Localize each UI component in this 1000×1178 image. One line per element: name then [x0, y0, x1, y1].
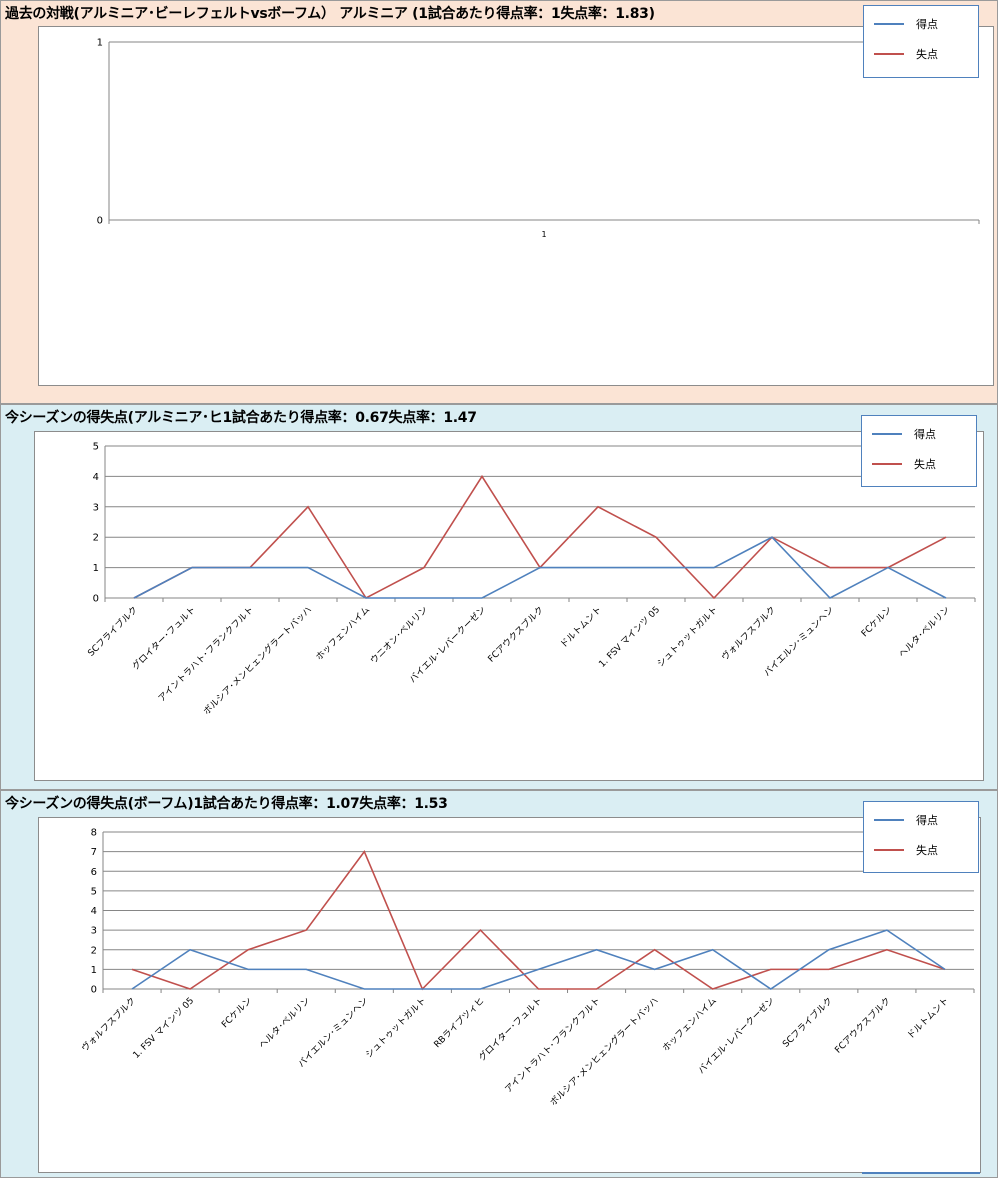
- chart-legend: 得点 失点: [863, 801, 979, 873]
- x-tick-label: グロイター･フュルト: [129, 604, 198, 673]
- y-tick-label: 2: [91, 945, 97, 956]
- y-tick-label: 3: [91, 926, 97, 937]
- legend-item-scored: 得点: [864, 810, 978, 830]
- x-tick-label: ヘルタ･ベルリン: [257, 995, 313, 1051]
- x-tick-label: FCケルン: [219, 995, 254, 1030]
- y-tick-label: 1: [93, 563, 99, 574]
- arminia-season-chart: 0 1 2 3 4 5 SCフライブルクグロイター･フュルトアイントラハト･フランクフルトボ…: [85, 442, 976, 718]
- x-tick-label: シュトゥットガルト: [655, 604, 720, 669]
- y-tick-label: 0: [91, 985, 97, 996]
- x-tick-label: シュトゥットガルト: [363, 995, 428, 1060]
- x-tick-label: SCフライブルク: [85, 604, 140, 659]
- y-tick-label: 3: [93, 502, 99, 513]
- x-tick-label: ウニオン･ベルリン: [368, 604, 430, 666]
- chart-panel-arminia: 0 1 2 3 4 5 SCフライブルク グロイター･フュルト アイントラハト･フランクフルトボ…: [34, 431, 984, 781]
- section-head-to-head: 過去の対戦(アルミニア･ビーレフェルトvsボーフム） アルミニア (1試合あたり…: [0, 0, 998, 404]
- legend-item-scored: 得点: [862, 424, 976, 444]
- y-tick-label: 4: [91, 906, 97, 917]
- x-tick-label: ヴォルフスブルク: [719, 604, 778, 663]
- x-tick-label: 1: [541, 230, 546, 239]
- section-title: 過去の対戦(アルミニア･ビーレフェルトvsボーフム） アルミニア (1試合あたり…: [5, 6, 655, 22]
- x-tick-label: アイントラハト･フランクフルト: [503, 995, 603, 1095]
- x-tick-label: ヴォルフスブルク: [79, 995, 138, 1054]
- chart-panel-bochum: 0 1 2 3 4 5 6 7 8 ヴォルフスブルク 1. FSV マインツ 05 FCケルン ヘルタ･…: [38, 817, 981, 1173]
- x-tick-label: FCケルン: [859, 604, 894, 639]
- x-tick-label: ボルシア･メンヒェングラートバッハ: [201, 604, 315, 718]
- x-tick-label: 1. FSV マインツ 05: [597, 605, 662, 670]
- y-tick-label: 5: [91, 886, 97, 897]
- legend-label-conceded: 失点: [914, 458, 936, 471]
- x-tick-label: アイントラハト･フランクフルト: [156, 604, 256, 704]
- section-arminia-season: 今シーズンの得失点(アルミニア･ヒ1試合あたり得点率：0.67失点率：1.47 …: [0, 404, 998, 790]
- section-title: 今シーズンの得失点(アルミニア･ヒ1試合あたり得点率：0.67失点率：1.47: [5, 410, 477, 426]
- x-tick-label: ドルトムント: [558, 604, 604, 650]
- legend-swatch-scored: [874, 23, 904, 25]
- y-tick-label: 8: [91, 828, 97, 839]
- legend-label-scored: 得点: [914, 428, 936, 441]
- series-line-conceded: [131, 850, 946, 991]
- x-tick-label: RBライプツィヒ: [432, 995, 487, 1050]
- legend-swatch-scored: [872, 433, 902, 435]
- x-tick-label: FCアウクスブルク: [485, 604, 546, 665]
- x-tick-label: FCアウクスブルク: [832, 995, 893, 1056]
- section-bochum-season: 今シーズンの得失点(ボーフム)1試合あたり得点率：1.07失点率：1.53 0 1…: [0, 790, 998, 1178]
- legend-swatch-conceded: [874, 849, 904, 851]
- legend-item-conceded: 失点: [864, 44, 978, 64]
- x-tick-label: ボルシア･メンヒェングラートバッハ: [547, 995, 661, 1109]
- legend-label-scored: 得点: [916, 814, 938, 827]
- chart-panel-head-to-head: 0 1 1: [38, 26, 994, 386]
- y-tick-label: 0: [97, 216, 103, 227]
- legend-item-conceded: 失点: [862, 454, 976, 474]
- y-tick-label: 4: [93, 472, 99, 483]
- legend-label-conceded: 失点: [916, 48, 938, 61]
- series-line-scored: [131, 929, 946, 990]
- x-tick-label: ドルトムント: [905, 995, 951, 1041]
- legend-item-scored: 得点: [864, 14, 978, 34]
- chart-legend: 得点 失点: [861, 415, 977, 487]
- legend-swatch-conceded: [874, 53, 904, 55]
- x-tick-label: ホッフェンハイム: [314, 604, 372, 662]
- series-line-scored: [133, 536, 947, 599]
- y-tick-label: 7: [91, 847, 97, 858]
- y-tick-label: 1: [97, 38, 103, 49]
- y-tick-label: 0: [93, 594, 99, 605]
- next-legend-edge: [862, 1172, 980, 1174]
- section-title: 今シーズンの得失点(ボーフム)1試合あたり得点率：1.07失点率：1.53: [5, 796, 448, 812]
- y-tick-label: 6: [91, 867, 97, 878]
- legend-swatch-scored: [874, 819, 904, 821]
- legend-swatch-conceded: [872, 463, 902, 465]
- chart-legend: 得点 失点: [863, 5, 979, 78]
- head-to-head-chart: 0 1 1: [97, 38, 980, 239]
- y-tick-label: 1: [91, 965, 97, 976]
- y-tick-label: 5: [93, 442, 99, 453]
- legend-label-conceded: 失点: [916, 844, 938, 857]
- x-tick-label: グロイター･フュルト: [476, 995, 545, 1064]
- x-tick-label: SCフライブルク: [780, 995, 835, 1050]
- x-tick-label: ヘルタ･ベルリン: [897, 604, 953, 660]
- x-tick-label: 1. FSV マインツ 05: [132, 996, 197, 1061]
- y-tick-label: 2: [93, 533, 99, 544]
- legend-label-scored: 得点: [916, 18, 938, 31]
- legend-item-conceded: 失点: [864, 840, 978, 860]
- x-tick-label: ホッフェンハイム: [660, 995, 718, 1053]
